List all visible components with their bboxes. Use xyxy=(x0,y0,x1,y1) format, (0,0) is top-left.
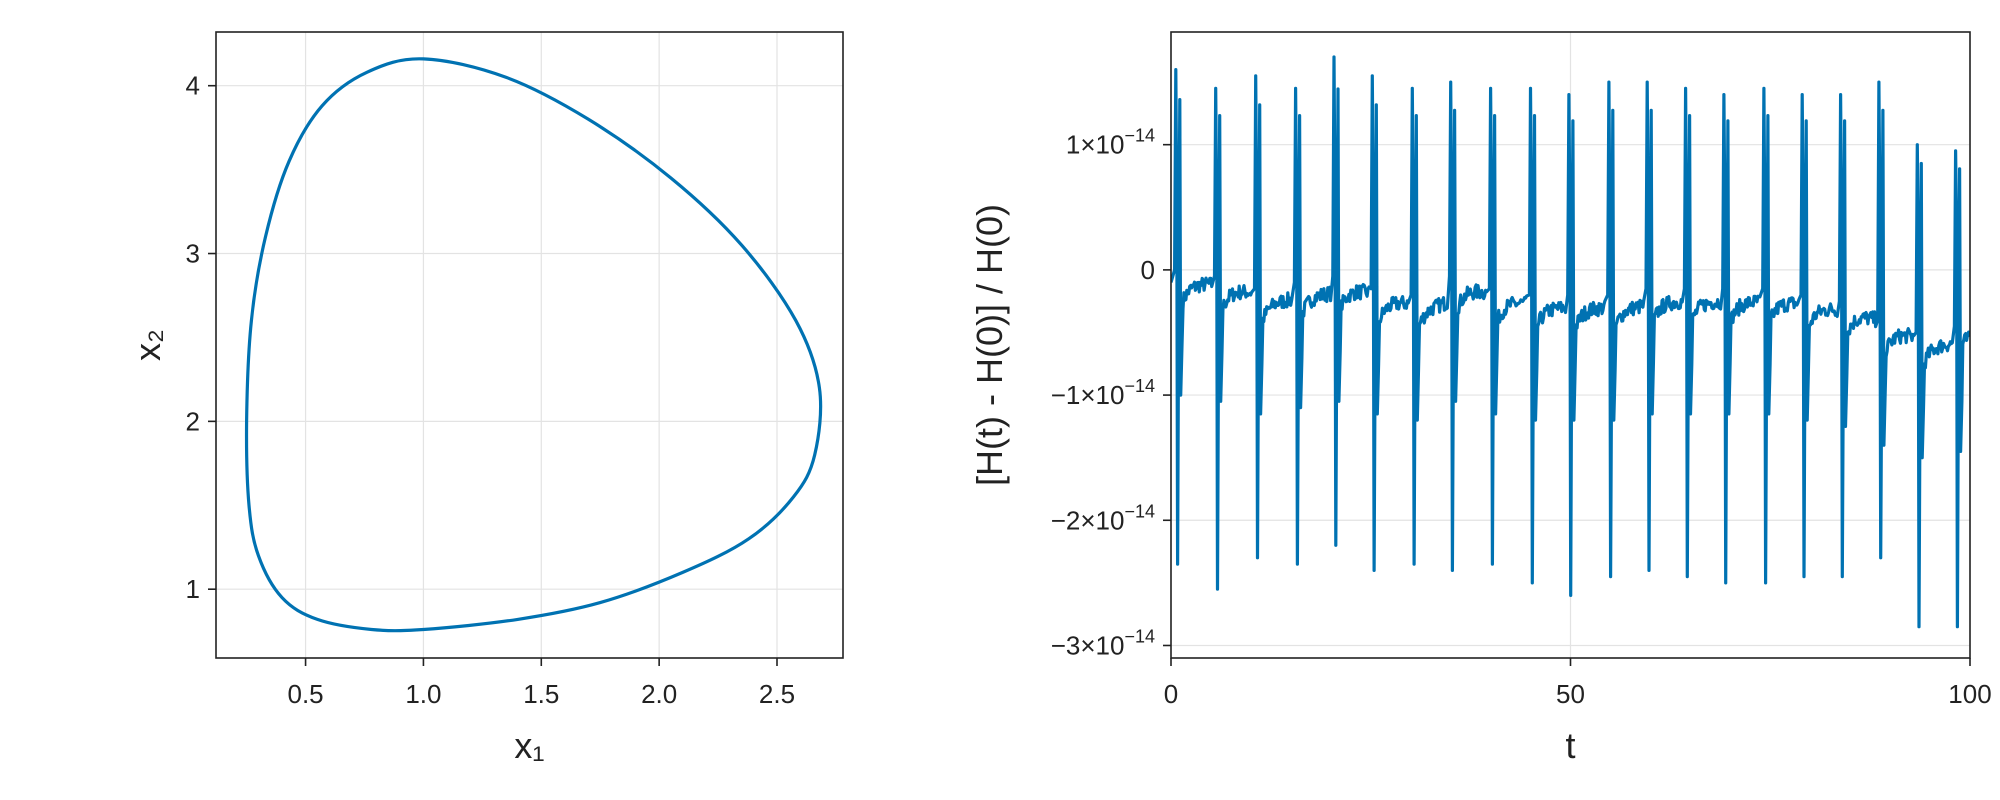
phase-portrait-panel: 0.5 1.0 1.5 2.0 2.5 1 2 3 4 x₁ x₂ xyxy=(127,31,844,766)
x-tick-label: 0.5 xyxy=(287,679,323,709)
energy-error-line xyxy=(1171,55,1970,629)
energy-error-x-axis-label: t xyxy=(1565,725,1575,766)
energy-error-y-axis-label: [H(t) - H(0)] / H(0) xyxy=(969,204,1010,486)
energy-error-series xyxy=(1171,55,1970,629)
phase-portrait-series xyxy=(244,57,823,633)
phase-portrait-curve xyxy=(244,57,823,633)
x-tick-label: 1.5 xyxy=(523,679,559,709)
y-tick-label: 1 xyxy=(186,574,200,604)
y-tick-label: 0 xyxy=(1141,255,1155,285)
energy-error-ticks: 0 50 100 1×10−14 0 −1×10−14 −2×10−14 −3×10−14 xyxy=(1051,126,1992,709)
x-tick-label: 1.0 xyxy=(405,679,441,709)
phase-portrait-ticks: 0.5 1.0 1.5 2.0 2.5 1 2 3 4 xyxy=(186,71,796,709)
phase-portrait-y-axis-label: x₂ xyxy=(127,329,168,361)
x-tick-label: 0 xyxy=(1164,679,1178,709)
phase-portrait-x-axis-label: x₁ xyxy=(514,725,544,766)
x-tick-label: 100 xyxy=(1948,679,1991,709)
phase-portrait-grid xyxy=(216,32,843,658)
y-tick-label: −3×10−14 xyxy=(1051,626,1155,660)
phase-portrait-frame xyxy=(215,31,844,659)
y-tick-label: 4 xyxy=(186,71,200,101)
x-tick-label: 2.5 xyxy=(759,679,795,709)
y-tick-label: 1×10−14 xyxy=(1066,126,1155,160)
x-tick-label: 2.0 xyxy=(641,679,677,709)
y-tick-label: 3 xyxy=(186,239,200,269)
energy-error-panel: 0 50 100 1×10−14 0 −1×10−14 −2×10−14 −3×10−14 t… xyxy=(969,31,1992,766)
y-tick-label: −1×10−14 xyxy=(1051,376,1155,410)
x-tick-label: 50 xyxy=(1556,679,1585,709)
y-tick-label: 2 xyxy=(186,406,200,436)
y-tick-label: −2×10−14 xyxy=(1051,501,1155,535)
